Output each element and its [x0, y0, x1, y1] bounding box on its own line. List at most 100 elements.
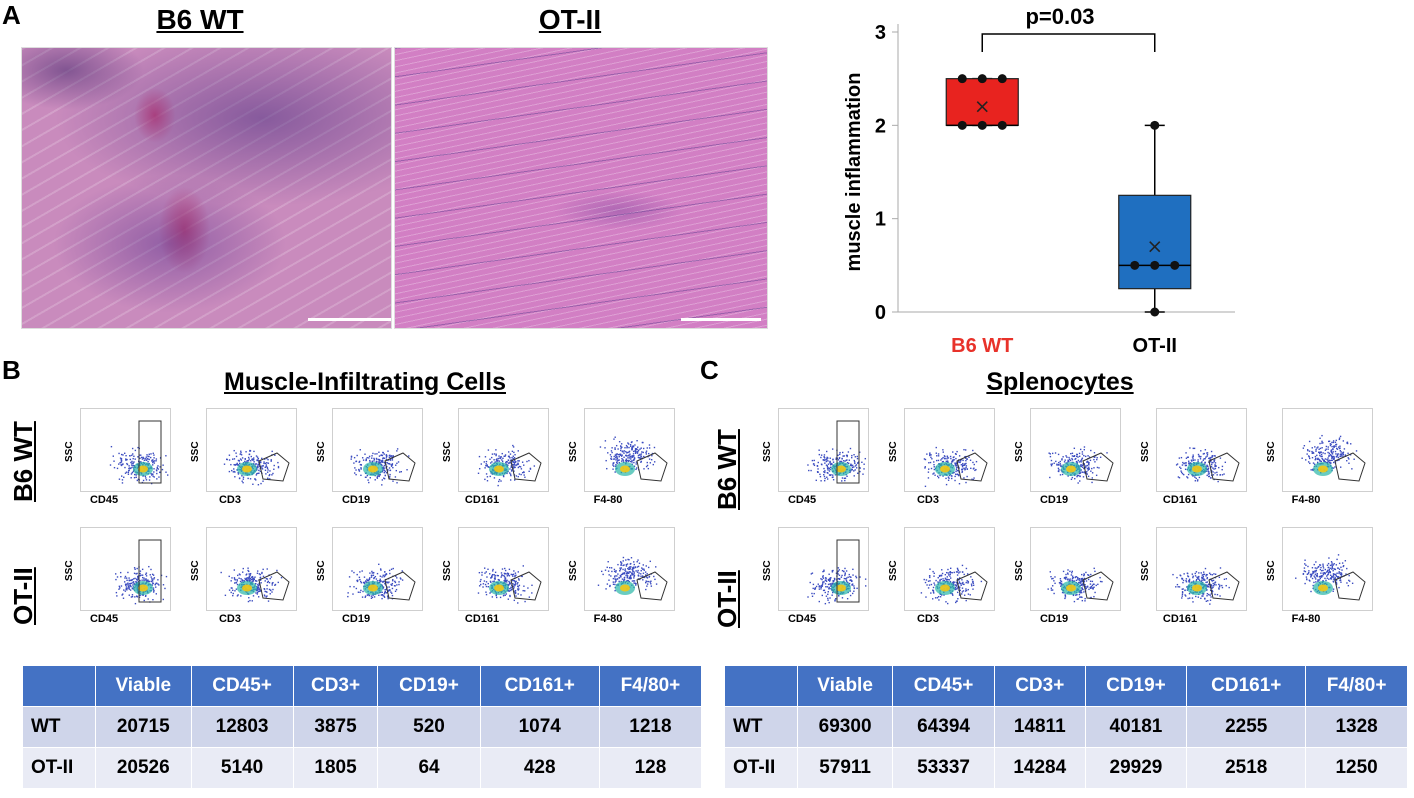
flow-event — [254, 576, 256, 578]
flow-event — [1050, 587, 1053, 589]
flow-event — [1327, 460, 1329, 463]
flow-event — [271, 450, 273, 453]
flow-x-axis-label: CD45 — [89, 613, 119, 625]
flow-event — [1320, 576, 1322, 578]
flow-event — [162, 584, 165, 586]
flow-event — [1340, 581, 1342, 583]
flow-event — [640, 460, 643, 463]
flow-event — [152, 591, 155, 593]
flow-event — [1320, 566, 1322, 569]
gate — [1082, 571, 1114, 601]
flow-event — [1095, 474, 1098, 477]
flow-event — [951, 572, 953, 574]
flow-event — [152, 587, 155, 589]
count-cell: 1218 — [598, 706, 703, 748]
flow-event — [963, 467, 965, 470]
flow-event — [495, 453, 497, 455]
flow-event — [382, 594, 384, 597]
flow-event — [964, 449, 967, 451]
flow-event — [1210, 584, 1213, 587]
flow-event — [484, 456, 487, 458]
flow-event — [145, 578, 147, 580]
flow-event — [614, 448, 616, 451]
flow-event — [231, 469, 233, 472]
flow-event — [1206, 464, 1208, 467]
flow-event — [615, 465, 617, 468]
flow-event — [1312, 462, 1315, 464]
flow-event — [1198, 455, 1200, 457]
flow-event — [379, 462, 381, 465]
flow-event — [531, 592, 533, 594]
flow-event — [855, 576, 858, 579]
flow-event — [487, 586, 490, 588]
flow-event — [1337, 575, 1339, 578]
flow-event — [946, 580, 948, 582]
flow-event — [611, 570, 613, 573]
flow-event — [273, 468, 275, 470]
flow-event — [232, 594, 234, 597]
count-cell: 64394 — [892, 706, 995, 748]
flow-event — [1302, 447, 1305, 449]
flow-event — [942, 578, 944, 580]
count-cell: 5140 — [190, 747, 294, 789]
flow-event — [620, 449, 622, 452]
flow-event — [1180, 467, 1182, 470]
data-point — [957, 120, 967, 130]
panel-b-letter: B — [2, 355, 21, 385]
flow-event — [1049, 453, 1051, 455]
flow-event — [253, 450, 255, 453]
density-peak — [1318, 584, 1328, 592]
flow-event — [633, 580, 635, 582]
flow-event — [507, 598, 510, 600]
flow-event — [823, 473, 825, 476]
flow-event — [641, 441, 644, 444]
flow-event — [1059, 582, 1061, 584]
flow-event — [378, 581, 381, 584]
flow-event — [504, 567, 506, 570]
flow-event — [391, 592, 393, 594]
flow-event — [1351, 468, 1353, 470]
flow-event — [843, 477, 846, 480]
flow-event — [256, 587, 259, 589]
flow-event — [1310, 574, 1313, 576]
flow-event — [950, 457, 952, 460]
panel-c-letter: C — [700, 355, 719, 385]
flow-event — [832, 580, 834, 583]
flow-event — [486, 480, 489, 482]
flow-event — [1049, 571, 1051, 573]
flow-event — [1067, 573, 1069, 575]
flow-event — [1183, 573, 1185, 575]
flow-event — [387, 468, 389, 471]
flow-scatter — [923, 446, 988, 488]
flow-event — [1197, 578, 1199, 580]
flow-event — [376, 453, 378, 455]
flow-event — [1086, 473, 1088, 475]
flow-event — [819, 473, 821, 476]
flow-row-label-wt: B6 WT — [712, 429, 742, 510]
flow-event — [613, 462, 615, 464]
flow-event — [830, 584, 832, 587]
flow-event — [967, 582, 969, 584]
flow-event — [830, 462, 832, 465]
flow-event — [1308, 450, 1311, 452]
flow-event — [1214, 465, 1216, 468]
flow-event — [611, 447, 613, 449]
flow-event — [946, 578, 948, 581]
flow-y-axis-label: SSC — [568, 560, 579, 581]
flow-event — [1333, 446, 1335, 449]
flow-event — [1320, 453, 1323, 456]
flow-event — [121, 482, 124, 484]
flow-event — [507, 451, 510, 453]
flow-event — [939, 581, 941, 583]
flow-event — [1086, 585, 1089, 588]
flow-event — [645, 588, 647, 591]
flow-event — [159, 466, 161, 468]
flow-event — [927, 477, 930, 479]
flow-event — [1187, 456, 1189, 458]
flow-event — [1328, 440, 1331, 442]
flow-event — [850, 469, 852, 471]
flow-event — [1310, 573, 1312, 576]
flow-event — [242, 481, 244, 484]
flow-event — [1315, 450, 1317, 452]
flow-event — [1200, 597, 1202, 600]
